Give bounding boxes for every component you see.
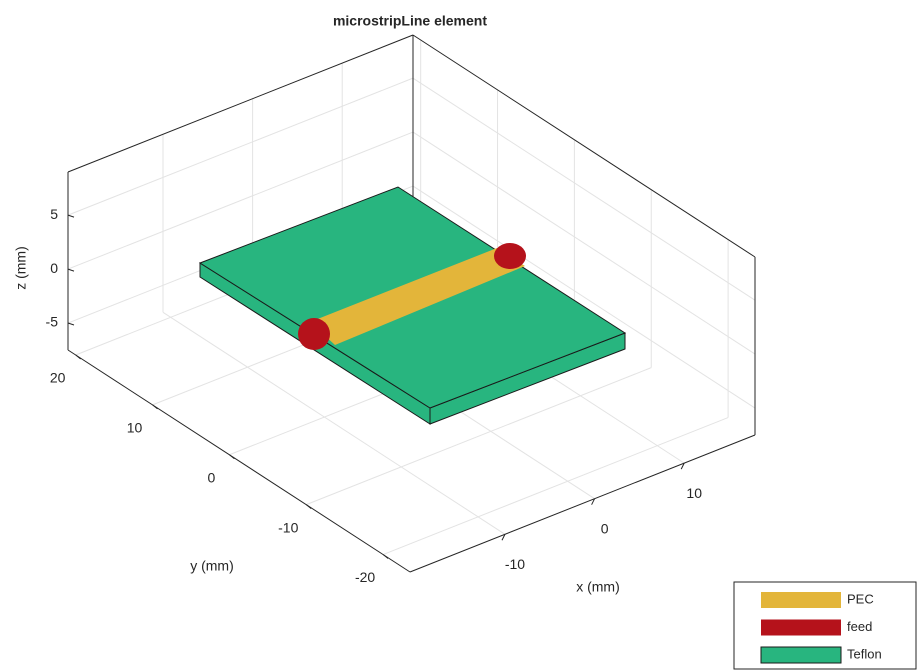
y-tick bbox=[383, 555, 388, 559]
axis-box bbox=[410, 435, 755, 572]
axis-box bbox=[413, 35, 755, 257]
y-tick-label: -10 bbox=[278, 519, 298, 535]
x-axis-label: x (mm) bbox=[576, 579, 620, 595]
axis-box bbox=[68, 350, 410, 572]
y-tick bbox=[76, 355, 81, 359]
y-axis-label: y (mm) bbox=[190, 558, 234, 574]
axis-box bbox=[68, 35, 413, 172]
z-axis-label: z (mm) bbox=[13, 246, 29, 290]
legend-swatch bbox=[761, 647, 841, 663]
y-tick-label: -20 bbox=[355, 569, 375, 585]
y-tick bbox=[306, 505, 311, 509]
z-tick bbox=[68, 215, 74, 217]
z-tick-label: 0 bbox=[50, 260, 58, 276]
z-tick bbox=[68, 269, 74, 271]
z-tick bbox=[68, 323, 74, 325]
x-tick-label: 0 bbox=[601, 520, 609, 536]
grid-line bbox=[383, 418, 728, 555]
feed-port bbox=[494, 243, 526, 269]
feed-port bbox=[298, 318, 330, 350]
y-tick-label: 0 bbox=[207, 469, 215, 485]
legend-swatch bbox=[761, 620, 841, 636]
z-tick-label: 5 bbox=[50, 206, 58, 222]
x-tick-label: -10 bbox=[505, 556, 525, 572]
chart-title: microstripLine element bbox=[333, 13, 487, 29]
grid-line bbox=[68, 78, 413, 215]
y-tick bbox=[153, 405, 158, 409]
y-tick-label: 20 bbox=[50, 370, 66, 386]
y-tick bbox=[229, 455, 234, 459]
legend-label: PEC bbox=[847, 591, 874, 606]
geometry bbox=[200, 187, 625, 424]
legend-swatch bbox=[761, 592, 841, 608]
legend-label: Teflon bbox=[847, 646, 882, 661]
y-tick-label: 10 bbox=[127, 420, 143, 436]
z-tick-label: -5 bbox=[46, 314, 59, 330]
legend-label: feed bbox=[847, 619, 872, 634]
legend: PEC feed Teflon bbox=[734, 582, 916, 669]
chart: microstripLine element x (mm) y (mm) z (… bbox=[0, 0, 917, 670]
x-tick-label: 10 bbox=[686, 485, 702, 501]
